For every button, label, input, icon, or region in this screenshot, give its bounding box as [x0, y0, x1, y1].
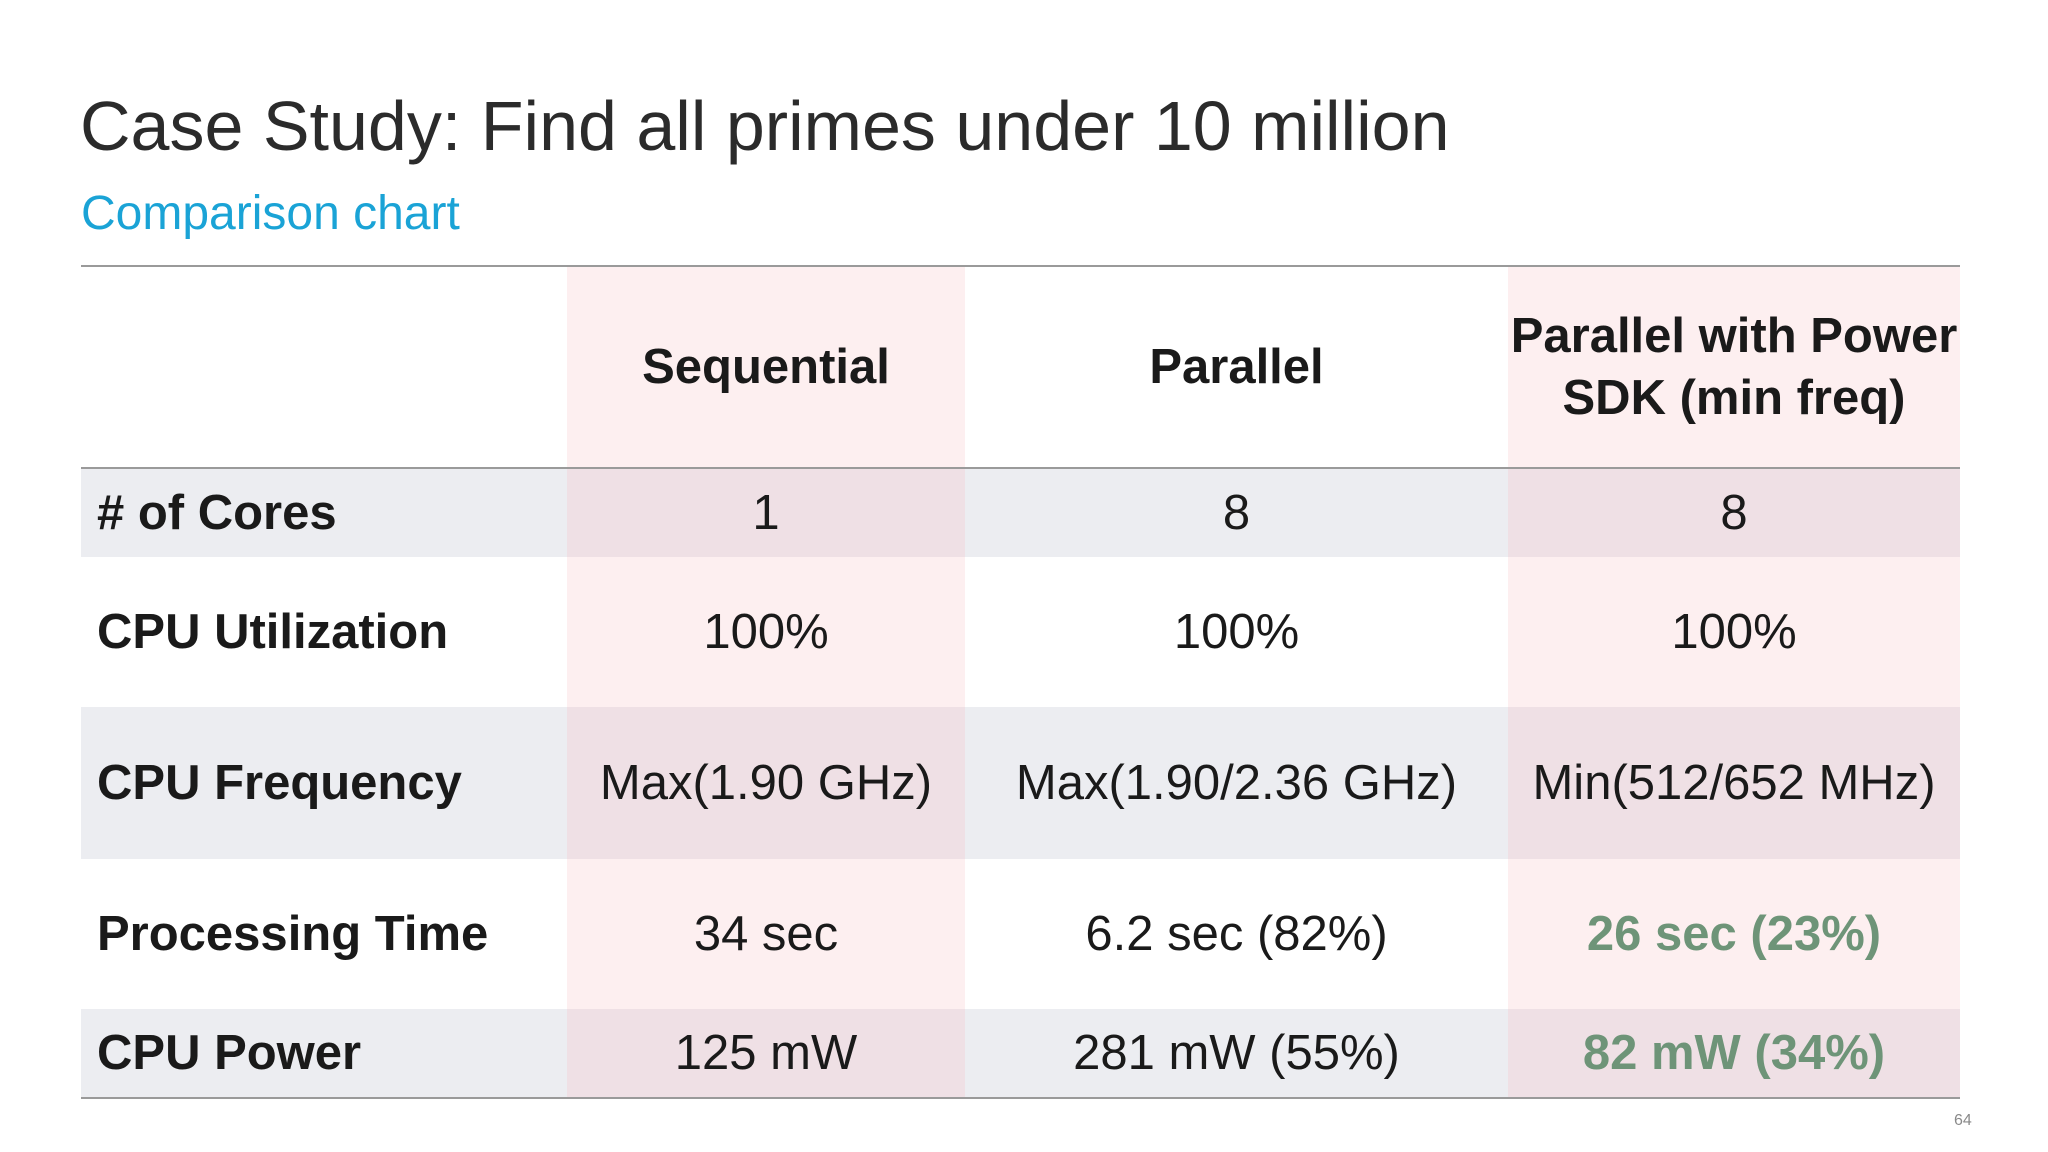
cell-time-power-sdk: 26 sec (23%) — [1508, 859, 1960, 1009]
row-label-processing-time: Processing Time — [81, 859, 567, 1009]
row-label-cpu-frequency: CPU Frequency — [81, 707, 567, 859]
cell-time-parallel: 6.2 sec (82%) — [965, 859, 1508, 1009]
cell-freq-parallel: Max(1.90/2.36 GHz) — [965, 707, 1508, 859]
header-parallel: Parallel — [965, 267, 1508, 469]
cell-time-sequential: 34 sec — [567, 859, 965, 1009]
row-label-cpu-power: CPU Power — [81, 1009, 567, 1099]
table-row: CPU Power 125 mW 281 mW (55%) 82 mW (34%… — [81, 1009, 1960, 1099]
cell-util-sequential: 100% — [567, 557, 965, 707]
cell-cores-power-sdk: 8 — [1508, 468, 1960, 557]
row-label-cpu-utilization: CPU Utilization — [81, 557, 567, 707]
cell-power-sequential: 125 mW — [567, 1009, 965, 1099]
comparison-table: Sequential Parallel Parallel with Power … — [81, 267, 1960, 1099]
cell-freq-power-sdk: Min(512/652 MHz) — [1508, 707, 1960, 859]
table-top-rule — [81, 265, 1960, 267]
slide-subtitle: Comparison chart — [81, 187, 460, 240]
header-parallel-power-sdk: Parallel with Power SDK (min freq) — [1508, 267, 1960, 469]
table-row: # of Cores 1 8 8 — [81, 468, 1960, 557]
cell-cores-sequential: 1 — [567, 468, 965, 557]
cell-power-power-sdk: 82 mW (34%) — [1508, 1009, 1960, 1099]
table-header-row: Sequential Parallel Parallel with Power … — [81, 267, 1960, 469]
cell-cores-parallel: 8 — [965, 468, 1508, 557]
table-row: Processing Time 34 sec 6.2 sec (82%) 26 … — [81, 859, 1960, 1009]
slide-title: Case Study: Find all primes under 10 mil… — [80, 87, 1450, 165]
cell-power-parallel: 281 mW (55%) — [965, 1009, 1508, 1099]
table-row: CPU Utilization 100% 100% 100% — [81, 557, 1960, 707]
cell-util-power-sdk: 100% — [1508, 557, 1960, 707]
row-label-cores: # of Cores — [81, 468, 567, 557]
page-number: 64 — [1954, 1112, 1972, 1129]
cell-freq-sequential: Max(1.90 GHz) — [567, 707, 965, 859]
table-row: CPU Frequency Max(1.90 GHz) Max(1.90/2.3… — [81, 707, 1960, 859]
cell-util-parallel: 100% — [965, 557, 1508, 707]
header-empty — [81, 267, 567, 469]
header-sequential: Sequential — [567, 267, 965, 469]
